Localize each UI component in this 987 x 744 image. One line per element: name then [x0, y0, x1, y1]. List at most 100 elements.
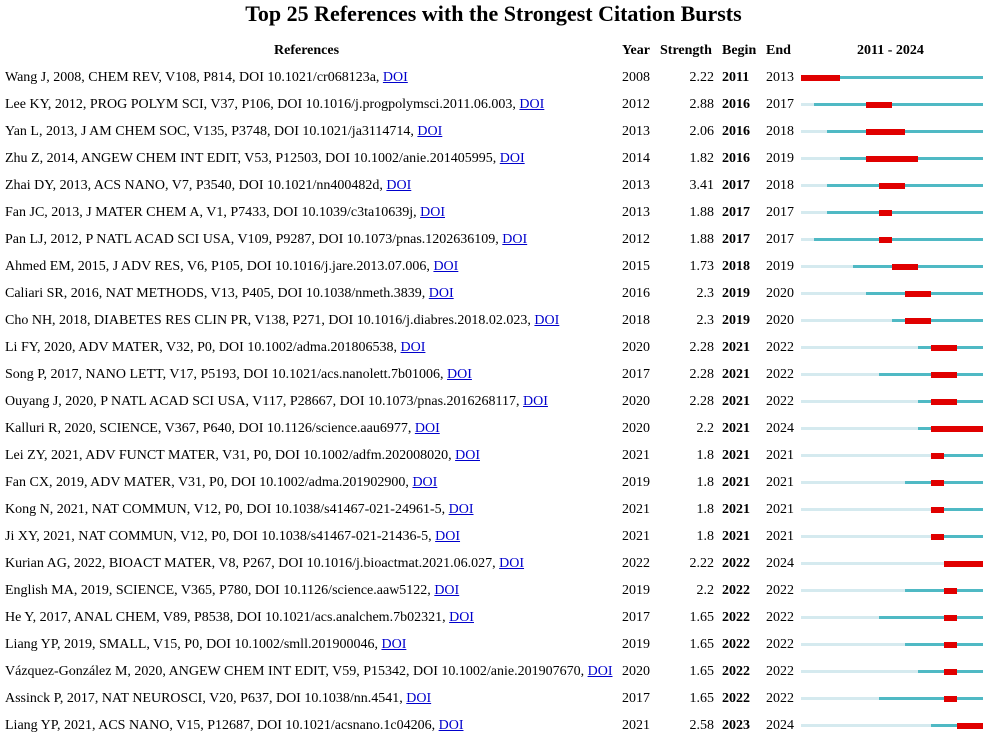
end-cell: 2022 [766, 637, 794, 652]
doi-link[interactable]: DOI [499, 556, 525, 571]
doi-link[interactable]: DOI [381, 637, 407, 652]
begin-cell: 2021 [722, 448, 750, 463]
reference-text: He Y, 2017, ANAL CHEM, V89, P8538, DOI 1… [5, 609, 474, 627]
reference-citation: Fan CX, 2019, ADV MATER, V31, P0, DOI 10… [5, 475, 413, 490]
doi-link[interactable]: DOI [406, 691, 432, 706]
timeline-active-segment [892, 319, 983, 322]
reference-text: Caliari SR, 2016, NAT METHODS, V13, P405… [5, 285, 454, 303]
strength-cell: 1.65 [689, 664, 715, 679]
reference-citation: Ahmed EM, 2015, J ADV RES, V6, P105, DOI… [5, 259, 434, 274]
timeline-burst-segment [931, 345, 957, 351]
end-cell: 2022 [766, 340, 794, 355]
doi-link[interactable]: DOI [428, 286, 454, 301]
doi-link[interactable]: DOI [438, 718, 464, 733]
year-cell: 2012 [622, 97, 650, 112]
strength-cell: 2.3 [696, 313, 715, 328]
doi-link[interactable]: DOI [523, 394, 548, 409]
year-cell: 2020 [622, 421, 650, 436]
year-cell: 2013 [622, 205, 650, 220]
burst-timeline [801, 129, 983, 135]
reference-citation: Yan L, 2013, J AM CHEM SOC, V135, P3748,… [5, 124, 418, 139]
strength-cell: 1.82 [689, 151, 715, 166]
doi-link[interactable]: DOI [519, 97, 545, 112]
doi-link[interactable]: DOI [455, 448, 480, 463]
begin-cell: 2022 [722, 610, 750, 625]
table-row: Assinck P, 2017, NAT NEUROSCI, V20, P637… [0, 690, 987, 717]
reference-text: Fan CX, 2019, ADV MATER, V31, P0, DOI 10… [5, 474, 437, 492]
reference-text: Wang J, 2008, CHEM REV, V108, P814, DOI … [5, 69, 408, 87]
doi-link[interactable]: DOI [414, 421, 440, 436]
doi-link[interactable]: DOI [447, 367, 472, 382]
year-cell: 2014 [622, 151, 650, 166]
reference-text: Song P, 2017, NANO LETT, V17, P5193, DOI… [5, 366, 472, 384]
begin-cell: 2022 [722, 664, 750, 679]
burst-timeline [801, 318, 983, 324]
timeline-inactive-segment [801, 427, 918, 430]
doi-link[interactable]: DOI [412, 475, 438, 490]
end-cell: 2022 [766, 691, 794, 706]
strength-cell: 1.65 [689, 610, 715, 625]
timeline-range-header: 2011 - 2024 [857, 43, 924, 58]
burst-timeline [801, 588, 983, 594]
reference-text: Cho NH, 2018, DIABETES RES CLIN PR, V138… [5, 312, 559, 330]
end-cell: 2021 [766, 529, 794, 544]
timeline-inactive-segment [801, 238, 814, 241]
reference-text: Ji XY, 2021, NAT COMMUN, V12, P0, DOI 10… [5, 528, 460, 546]
begin-cell: 2022 [722, 691, 750, 706]
begin-cell: 2022 [722, 556, 750, 571]
doi-link[interactable]: DOI [417, 124, 443, 139]
reference-citation: Ji XY, 2021, NAT COMMUN, V12, P0, DOI 10… [5, 529, 436, 544]
burst-timeline [801, 399, 983, 405]
end-cell: 2024 [766, 421, 794, 436]
year-cell: 2013 [622, 124, 650, 139]
timeline-burst-segment [931, 480, 944, 486]
timeline-inactive-segment [801, 157, 840, 160]
references-header: References [274, 43, 340, 58]
begin-cell: 2022 [722, 583, 750, 598]
year-cell: 2019 [622, 583, 650, 598]
timeline-inactive-segment [801, 481, 905, 484]
doi-link[interactable]: DOI [587, 664, 613, 679]
timeline-active-segment [905, 481, 983, 484]
doi-link[interactable]: DOI [499, 151, 525, 166]
reference-text: Assinck P, 2017, NAT NEUROSCI, V20, P637… [5, 690, 431, 708]
doi-link[interactable]: DOI [534, 313, 560, 328]
burst-timeline [801, 264, 983, 270]
doi-link[interactable]: DOI [420, 205, 445, 220]
table-row: Cho NH, 2018, DIABETES RES CLIN PR, V138… [0, 312, 987, 339]
doi-link[interactable]: DOI [449, 610, 474, 625]
reference-citation: Assinck P, 2017, NAT NEUROSCI, V20, P637… [5, 691, 407, 706]
reference-citation: Li FY, 2020, ADV MATER, V32, P0, DOI 10.… [5, 340, 401, 355]
table-row: Vázquez-González M, 2020, ANGEW CHEM INT… [0, 663, 987, 690]
doi-link[interactable]: DOI [435, 529, 461, 544]
year-cell: 2021 [622, 502, 650, 517]
reference-citation: Liang YP, 2019, SMALL, V15, P0, DOI 10.1… [5, 637, 382, 652]
timeline-burst-segment [931, 399, 957, 405]
reference-citation: Lee KY, 2012, PROG POLYM SCI, V37, P106,… [5, 97, 520, 112]
reference-citation: Zhai DY, 2013, ACS NANO, V7, P3540, DOI … [5, 178, 387, 193]
doi-link[interactable]: DOI [433, 259, 459, 274]
doi-link[interactable]: DOI [502, 232, 528, 247]
burst-timeline [801, 723, 983, 729]
burst-timeline [801, 75, 983, 81]
burst-timeline [801, 237, 983, 243]
strength-cell: 1.73 [689, 259, 715, 274]
begin-cell: 2016 [722, 97, 750, 112]
doi-link[interactable]: DOI [400, 340, 426, 355]
doi-link[interactable]: DOI [386, 178, 412, 193]
burst-timeline [801, 183, 983, 189]
doi-link[interactable]: DOI [382, 70, 408, 85]
timeline-active-segment [814, 238, 983, 241]
strength-cell: 2.22 [689, 70, 715, 85]
burst-timeline [801, 102, 983, 108]
doi-link[interactable]: DOI [434, 583, 460, 598]
timeline-burst-segment [879, 237, 892, 243]
strength-cell: 2.06 [689, 124, 715, 139]
table-row: Zhai DY, 2013, ACS NANO, V7, P3540, DOI … [0, 177, 987, 204]
burst-timeline [801, 696, 983, 702]
year-cell: 2020 [622, 664, 650, 679]
begin-cell: 2021 [722, 502, 750, 517]
doi-link[interactable]: DOI [448, 502, 474, 517]
year-cell: 2019 [622, 475, 650, 490]
table-row: Li FY, 2020, ADV MATER, V32, P0, DOI 10.… [0, 339, 987, 366]
